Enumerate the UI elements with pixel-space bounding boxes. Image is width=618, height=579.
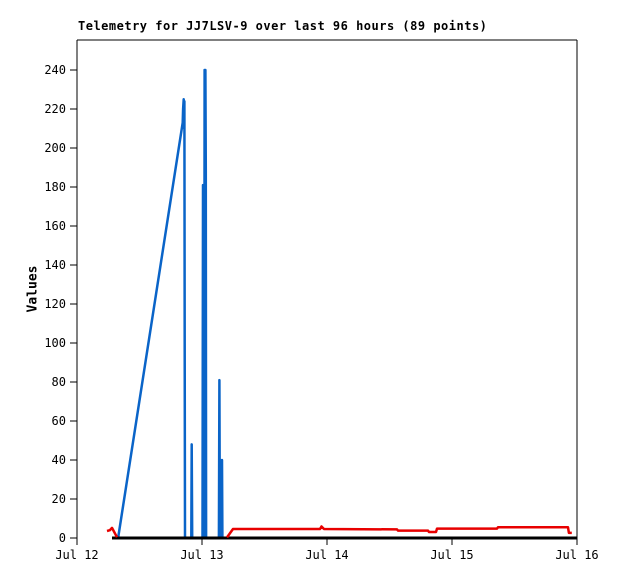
y-tick-label: 0 (59, 531, 66, 545)
series-channel-red-line (225, 525, 572, 539)
x-tick-label: Jul 12 (55, 548, 98, 562)
x-tick-label: Jul 15 (430, 548, 473, 562)
y-axis-label: Values (25, 265, 41, 313)
y-tick-label: 160 (44, 219, 66, 233)
x-tick-label: Jul 16 (555, 548, 598, 562)
y-tick-label: 120 (44, 297, 66, 311)
axis-ticks (70, 69, 578, 545)
series-channel-blue-line (116, 68, 225, 540)
y-tick-label: 180 (44, 180, 66, 194)
y-tick-label: 40 (52, 453, 66, 467)
y-tick-label: 240 (44, 63, 66, 77)
y-tick-label: 60 (52, 414, 66, 428)
y-tick-label: 140 (44, 258, 66, 272)
plot-border (76, 39, 578, 538)
y-tick-label: 20 (52, 492, 66, 506)
data-series (106, 68, 577, 540)
x-tick-label: Jul 13 (180, 548, 223, 562)
chart-title: Telemetry for JJ7LSV-9 over last 96 hour… (78, 19, 488, 33)
axis-tick-labels: 0 20 40 60 80 100 120 140 160 180 200 220 240 Jul 12 J… (44, 63, 598, 562)
y-tick-label: 100 (44, 336, 66, 350)
y-tick-label: 80 (52, 375, 66, 389)
y-tick-label: 200 (44, 141, 66, 155)
y-tick-label: 220 (44, 102, 66, 116)
x-tick-label: Jul 14 (305, 548, 348, 562)
series-channel-red-line (106, 526, 119, 538)
